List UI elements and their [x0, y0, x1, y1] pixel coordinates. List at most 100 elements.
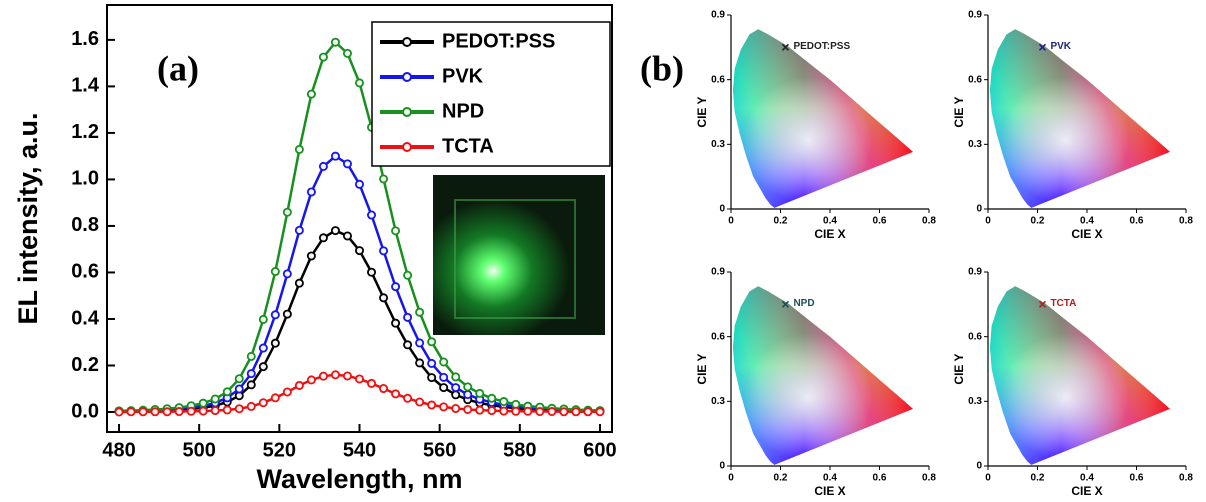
x-axis-label: Wavelength, nm [256, 464, 462, 494]
data-point [354, 179, 364, 189]
data-point [391, 282, 401, 292]
data-point [342, 159, 352, 169]
data-point [330, 370, 340, 380]
data-point [439, 402, 449, 412]
x-tick-label: 0.8 [1179, 473, 1193, 484]
data-point [306, 251, 316, 261]
data-point [487, 393, 497, 403]
y-tick-label: 0.9 [968, 267, 982, 278]
data-point [282, 269, 292, 279]
legend-marker [402, 72, 412, 82]
data-point [306, 187, 316, 197]
data-point [138, 407, 148, 417]
y-tick-label: 0.3 [968, 396, 982, 407]
data-point [150, 407, 160, 417]
y-axis-label: EL intensity, a.u. [13, 112, 43, 324]
data-point [427, 358, 437, 368]
data-point [427, 373, 437, 383]
y-tick-label: 0 [719, 461, 725, 472]
y-axis-label: CIE Y [952, 353, 966, 384]
data-point [379, 246, 389, 256]
data-point [294, 225, 304, 235]
cie-point [781, 300, 790, 308]
gamut-fill [990, 286, 1170, 465]
data-point [282, 387, 292, 397]
legend-box [371, 21, 611, 167]
x-axis-label: CIE X [1071, 227, 1102, 241]
y-tick-label: 0.3 [711, 139, 725, 150]
data-point [415, 358, 425, 368]
data-point [282, 207, 292, 217]
data-point [367, 210, 377, 220]
data-point [246, 401, 256, 411]
data-point [535, 407, 545, 417]
data-point [403, 270, 413, 280]
x-tick-label: 0.8 [1179, 216, 1193, 227]
data-point [198, 406, 208, 416]
data-point [583, 407, 593, 417]
x-tick-label: 0.4 [823, 473, 837, 484]
data-point [391, 318, 401, 328]
y-tick-label: 0 [976, 204, 982, 215]
data-point [415, 397, 425, 407]
data-point [246, 380, 256, 390]
data-point [126, 407, 136, 417]
inset-photo [433, 175, 605, 335]
data-point [270, 267, 280, 277]
data-point [595, 407, 605, 417]
legend-marker [402, 107, 412, 117]
data-point [258, 343, 268, 353]
legend-marker [402, 37, 412, 47]
data-point [330, 226, 340, 236]
data-point [403, 340, 413, 350]
y-tick-label: 0.4 [71, 307, 100, 329]
data-point [379, 384, 389, 394]
data-point [403, 312, 413, 322]
x-tick-label: 0.4 [1080, 473, 1094, 484]
x-tick-label: 480 [102, 439, 135, 461]
data-point [439, 357, 449, 367]
y-tick-label: 0.6 [968, 74, 982, 85]
y-tick-label: 1.2 [71, 121, 99, 143]
data-point [270, 338, 280, 348]
point-label: TCTA [1050, 298, 1076, 309]
data-point [294, 144, 304, 154]
data-point [258, 362, 268, 372]
y-tick-label: 0.3 [968, 139, 982, 150]
x-axis-label: CIE X [814, 227, 845, 241]
cie-point [1038, 300, 1047, 308]
x-tick-label: 0.6 [873, 473, 887, 484]
legend-label: TCTA [442, 135, 494, 157]
x-tick-label: 540 [343, 439, 376, 461]
x-tick-label: 0.4 [823, 216, 837, 227]
x-tick-label: 500 [182, 439, 215, 461]
point-label: NPD [793, 298, 814, 309]
data-point [162, 407, 172, 417]
data-point [318, 161, 328, 171]
x-tick-label: 0 [985, 216, 991, 227]
y-tick-label: 0.6 [968, 331, 982, 342]
data-point [367, 378, 377, 388]
gamut-fill [733, 29, 913, 208]
data-point [354, 374, 364, 384]
data-point [547, 407, 557, 417]
data-point [451, 383, 461, 393]
x-tick-label: 0.2 [774, 473, 788, 484]
y-tick-label: 0 [976, 461, 982, 472]
data-point [451, 404, 461, 414]
legend-marker [402, 142, 412, 152]
y-axis-label: CIE Y [695, 353, 709, 384]
data-point [246, 369, 256, 379]
y-tick-label: 0.6 [711, 331, 725, 342]
x-tick-label: 0.2 [1031, 216, 1045, 227]
data-point [258, 398, 268, 408]
x-tick-label: 0 [728, 216, 734, 227]
data-point [391, 389, 401, 399]
gamut [990, 29, 1170, 208]
data-point [318, 52, 328, 62]
data-point [186, 406, 196, 416]
y-tick-label: 1.6 [71, 28, 99, 50]
y-axis-label: CIE Y [952, 96, 966, 127]
y-tick-label: 1.4 [71, 75, 100, 97]
